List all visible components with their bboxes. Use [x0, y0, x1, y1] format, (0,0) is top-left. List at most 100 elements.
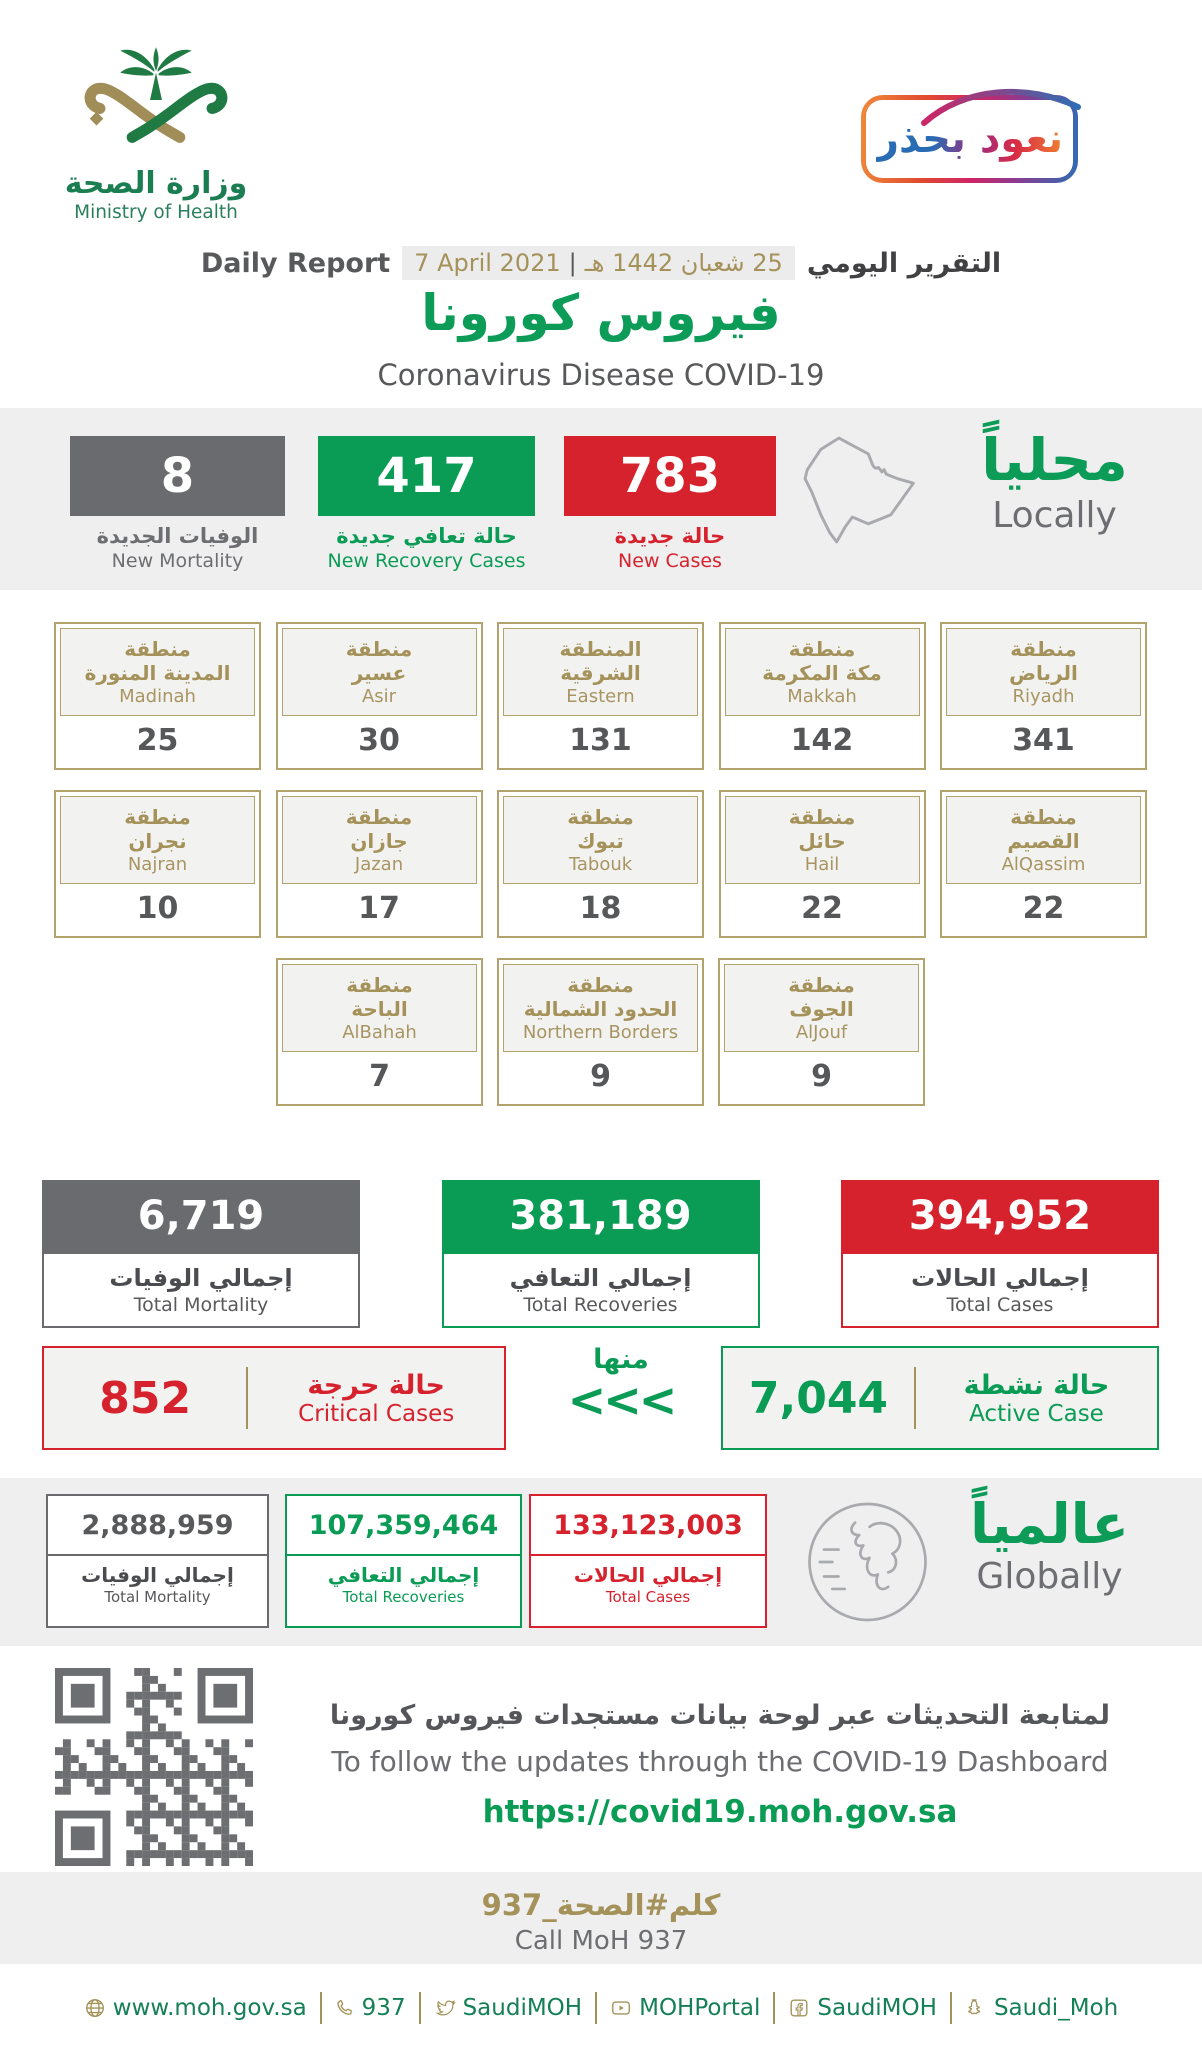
divider — [246, 1367, 249, 1429]
total-cases-label-ar: إجمالي الحالات — [911, 1264, 1089, 1292]
moh-logo: وزارة الصحة Ministry of Health — [56, 24, 256, 223]
date-separator: | — [568, 249, 577, 277]
locally-section: 8 الوفيات الجديدة New Mortality 417 حالة… — [0, 408, 1202, 590]
new-mortality-label-ar: الوفيات الجديدة — [96, 524, 259, 548]
region-card-albahah: منطقة الباحة AlBahah 7 — [276, 958, 483, 1106]
global-recoveries-value: 107,359,464 — [287, 1496, 520, 1556]
region-name-ar: منطقة الجوف — [788, 973, 855, 1021]
footer-separator — [773, 1992, 776, 2024]
return-with-caution-badge: نعود بحذر — [861, 88, 1081, 183]
footer-separator — [949, 1992, 952, 2024]
region-name-ar: منطقة نجران — [124, 805, 191, 853]
region-name-ar: منطقة عسير — [345, 637, 413, 685]
region-card-najran: منطقة نجران Najran 10 — [54, 790, 261, 938]
region-name-en: Riyadh — [1012, 686, 1075, 707]
twitter-label: SaudiMOH — [462, 1995, 583, 2021]
region-new-cases: 25 — [136, 722, 179, 758]
region-name-en: AlBahah — [342, 1022, 417, 1043]
snapchat-link[interactable]: Saudi_Moh — [952, 1995, 1131, 2021]
global-mortality-label-en: Total Mortality — [104, 1588, 211, 1606]
youtube-link[interactable]: MOHPortal — [597, 1995, 773, 2021]
region-name-en: Madinah — [119, 686, 196, 707]
new-recoveries-label-en: New Recovery Cases — [327, 550, 526, 572]
global-mortality-card: 2,888,959 إجمالي الوفيات Total Mortality — [46, 1494, 269, 1628]
region-name-en: Makkah — [787, 686, 857, 707]
new-recoveries-value: 417 — [318, 436, 535, 516]
region-card-aljouf: منطقة الجوف AlJouf 9 — [718, 958, 925, 1106]
global-recoveries-card: 107,359,464 إجمالي التعافي Total Recover… — [285, 1494, 522, 1628]
total-recoveries-label-ar: إجمالي التعافي — [509, 1264, 692, 1292]
twitter-link[interactable]: SaudiMOH — [421, 1995, 596, 2021]
footer-separator — [418, 1992, 421, 2024]
region-new-cases: 10 — [136, 890, 179, 926]
region-card-tabouk: منطقة تبوك Tabouk 18 — [497, 790, 704, 938]
snapchat-icon — [968, 1999, 981, 2015]
globally-heading-en: Globally — [976, 1555, 1123, 1597]
date-hijri: 25 شعبان 1442 هـ — [584, 249, 783, 277]
critical-cases-card: 852 حالة حرجة Critical Cases — [42, 1346, 506, 1450]
total-cases-value: 394,952 — [841, 1180, 1159, 1252]
region-name-ar: منطقة الحدود الشمالية — [523, 973, 678, 1021]
new-cases-label-en: New Cases — [618, 550, 722, 572]
total-mortality-label-ar: إجمالي الوفيات — [109, 1264, 293, 1292]
region-new-cases: 17 — [358, 890, 400, 926]
badge-swoosh-icon — [921, 88, 1081, 126]
twitter-icon — [435, 2000, 456, 2016]
page-title-en: Coronavirus Disease COVID-19 — [377, 358, 825, 392]
global-cases-value: 133,123,003 — [531, 1496, 765, 1556]
logo-title-en: Ministry of Health — [74, 201, 238, 223]
global-mortality-value: 2,888,959 — [48, 1496, 267, 1556]
region-new-cases: 22 — [1022, 890, 1065, 926]
region-name-ar: المنطقة الشرقية — [559, 637, 642, 685]
region-name-ar: منطقة القصيم — [1007, 805, 1080, 853]
new-mortality-value: 8 — [70, 436, 285, 516]
new-mortality-stat: 8 الوفيات الجديدة New Mortality — [70, 436, 285, 572]
dashboard-url-link[interactable]: https://covid19.moh.gov.sa — [482, 1794, 958, 1830]
qr-code-icon — [55, 1668, 253, 1866]
facebook-icon — [790, 1999, 808, 2017]
call-moh-ar: كلم#الصحة_937 — [481, 1888, 721, 1922]
dashboard-info: لمتابعة التحديثات عبر لوحة بيانات مستجدا… — [280, 1700, 1160, 1830]
new-cases-label-ar: حالة جديدة — [614, 524, 726, 548]
globe-icon — [808, 1502, 927, 1622]
youtube-icon — [612, 2001, 631, 2015]
website-link[interactable]: www.moh.gov.sa — [71, 1995, 320, 2021]
region-name-en: Jazan — [354, 854, 404, 875]
badge-text: نعود بحذر — [875, 116, 1064, 162]
global-cases-label-en: Total Cases — [605, 1588, 691, 1606]
dashboard-text-en: To follow the updates through the COVID-… — [331, 1745, 1109, 1778]
date-gregorian: 7 April 2021 — [414, 249, 561, 277]
region-name-ar: منطقة الرياض — [1009, 637, 1078, 685]
total-mortality-card: 6,719 إجمالي الوفيات Total Mortality — [42, 1180, 360, 1328]
locally-heading-en: Locally — [992, 494, 1117, 536]
locally-heading-ar: محلياً — [981, 426, 1128, 494]
of-which-indicator: منها <<< — [556, 1344, 686, 1423]
globally-heading: عالمياً Globally — [932, 1495, 1167, 1597]
region-new-cases: 142 — [790, 722, 854, 758]
total-cases-card: 394,952 إجمالي الحالات Total Cases — [841, 1180, 1159, 1328]
active-cases-value: 7,044 — [748, 1372, 889, 1424]
footer-separator — [319, 1992, 322, 2024]
dashboard-text-ar: لمتابعة التحديثات عبر لوحة بيانات مستجدا… — [329, 1700, 1111, 1731]
region-new-cases: 341 — [1012, 722, 1075, 758]
region-card-northern-borders: منطقة الحدود الشمالية Northern Borders 9 — [497, 958, 704, 1106]
moh-logo-icon — [84, 47, 228, 143]
footer-links: www.moh.gov.sa 937 SaudiMOH MOHPortal — [0, 1992, 1202, 2024]
region-new-cases: 7 — [369, 1058, 390, 1094]
phone-link[interactable]: 937 — [322, 1995, 419, 2021]
region-card-riyadh: منطقة الرياض Riyadh 341 — [940, 622, 1147, 770]
global-mortality-label-ar: إجمالي الوفيات — [81, 1563, 234, 1587]
facebook-link[interactable]: SaudiMOH — [775, 1995, 950, 2021]
region-name-en: Northern Borders — [522, 1022, 679, 1043]
region-new-cases: 30 — [358, 722, 400, 758]
regions-row-3: منطقة الجوف AlJouf 9 منطقة الحدود الشمال… — [0, 958, 1202, 1106]
region-new-cases: 9 — [811, 1058, 832, 1094]
new-cases-stat: 783 حالة جديدة New Cases — [564, 436, 776, 572]
critical-cases-label-ar: حالة حرجة — [307, 1369, 445, 1401]
facebook-label: SaudiMOH — [817, 1995, 937, 2021]
global-cases-card: 133,123,003 إجمالي الحالات Total Cases — [529, 1494, 767, 1628]
locally-heading: محلياً Locally — [942, 430, 1167, 536]
region-new-cases: 22 — [801, 890, 843, 926]
region-name-en: Eastern — [566, 686, 635, 707]
divider — [913, 1367, 916, 1429]
